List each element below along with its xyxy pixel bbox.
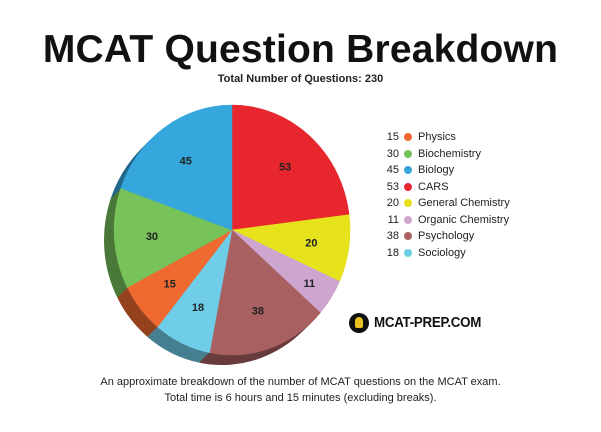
legend-value: 30 [386,147,399,160]
legend-item-sociology: 18 Sociology [381,245,510,262]
legend-label: Biology [418,164,455,177]
legend-label: Psychology [418,230,475,243]
legend-value: 15 [386,131,399,144]
pie-value-label: 38 [252,305,264,317]
brand-logo-text: MCAT-PREP.COM [374,315,482,331]
caption-line-2: Total time is 6 hours and 15 minutes (ex… [164,392,437,404]
legend-label: Biochemistry [418,147,481,160]
legend-item-psychology: 38 Psychology [381,228,510,245]
chart-legend: 15 Physics 30 Biochemistry 45 Biology 53… [381,129,510,261]
pie-value-label: 45 [180,156,192,168]
legend-item-cars: 53 CARS [381,179,510,196]
legend-label: General Chemistry [418,197,510,210]
pie-slice-biochemistry [113,187,233,288]
legend-item-physics: 15 Physics [381,129,510,146]
legend-swatch [404,149,412,158]
pie-value-label: 30 [146,231,158,243]
legend-value: 45 [386,164,399,177]
legend-value: 11 [387,213,399,226]
pie-value-label: 18 [192,302,204,314]
legend-label: Organic Chemistry [418,213,510,226]
legend-value: 20 [386,197,399,210]
legend-label: Sociology [418,246,466,259]
chart-title: MCAT Question Breakdown [42,28,559,71]
caption-line-1: An approximate breakdown of the number o… [100,376,501,388]
legend-label: CARS [418,180,449,193]
chart-subtitle: Total Number of Questions: 230 [217,73,384,85]
pie-slice-biology [120,104,233,231]
legend-swatch [404,215,412,224]
legend-swatch [404,199,412,208]
legend-swatch [404,232,412,241]
legend-swatch [404,248,412,257]
legend-value: 53 [386,180,399,193]
pie-value-label: 11 [303,278,315,290]
brand-logo[interactable]: MCAT-PREP.COM [349,313,490,333]
pie-slice-psychology [209,229,321,356]
legend-label: Physics [418,131,456,144]
pie-slice-cars [231,104,350,231]
legend-item-biology: 45 Biology [381,162,510,179]
chart-caption: An approximate breakdown of the number o… [0,374,601,406]
legend-swatch [404,166,412,175]
legend-value: 18 [386,246,399,259]
legend-value: 38 [386,230,399,243]
pie-value-label: 20 [305,238,317,250]
legend-item-organic-chemistry: 11 Organic Chemistry [381,212,510,229]
legend-swatch [404,133,412,142]
legend-item-biochemistry: 30 Biochemistry [381,146,510,163]
pie-value-label: 53 [279,161,291,173]
legend-swatch [404,182,412,191]
legend-item-general-chemistry: 20 General Chemistry [381,195,510,212]
pie-value-label: 15 [164,279,176,291]
mcat-prep-logo-icon [349,313,369,333]
